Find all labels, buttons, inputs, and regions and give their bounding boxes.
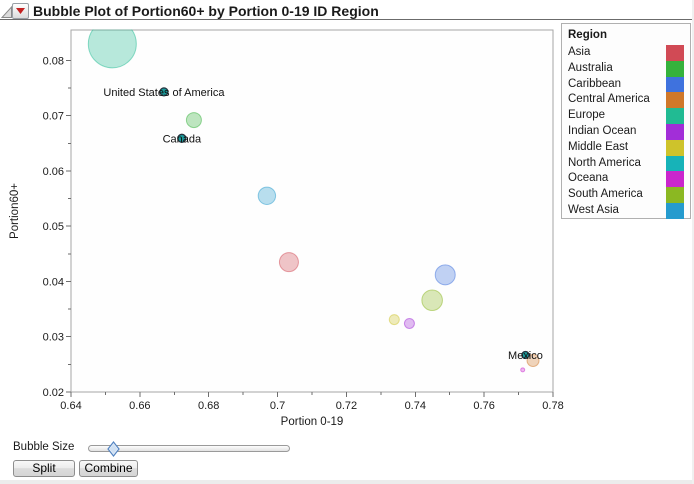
bubble-label: United States of America	[103, 87, 225, 99]
bubble-north-america[interactable]	[521, 350, 530, 360]
legend-color-swatch	[666, 60, 684, 77]
window-bottom-edge	[0, 480, 694, 484]
legend-item-label: West Asia	[568, 203, 619, 216]
x-tick-label: 0.72	[336, 400, 357, 412]
bubble-size-slider-thumb[interactable]	[107, 441, 120, 457]
legend-item-middle-east[interactable]: Middle East	[562, 139, 690, 156]
red-triangle-icon	[16, 8, 25, 14]
legend-item-north-america[interactable]: North America	[562, 155, 690, 172]
bubble-caribbean[interactable]	[434, 264, 456, 286]
bubble-size-slider-track[interactable]	[88, 445, 290, 452]
y-tick-label: 0.03	[43, 332, 64, 344]
legend-item-indian-ocean[interactable]: Indian Ocean	[562, 123, 690, 140]
red-triangle-menu-button[interactable]	[12, 3, 29, 19]
bubble-label: Mexico	[508, 350, 543, 362]
bubble-middle-east[interactable]	[388, 314, 400, 326]
legend-item-caribbean[interactable]: Caribbean	[562, 76, 690, 93]
report-title: Bubble Plot of Portion60+ by Portion 0-1…	[33, 3, 379, 19]
legend-panel: Region Asia Australia Caribbean Central Ame…	[561, 23, 691, 219]
y-tick-label: 0.06	[43, 166, 64, 178]
bubble-west-asia[interactable]	[257, 186, 277, 206]
y-tick-label: 0.04	[43, 276, 64, 288]
legend-item-central-america[interactable]: Central America	[562, 92, 690, 109]
legend-color-swatch	[666, 76, 684, 93]
legend-color-swatch	[666, 92, 684, 109]
legend-item-label: Oceana	[568, 172, 609, 185]
legend-item-label: Central America	[568, 93, 650, 106]
x-tick-label: 0.74	[405, 400, 426, 412]
plot-frame	[70, 29, 554, 393]
legend-color-swatch	[666, 108, 684, 124]
bubble-indian-ocean[interactable]	[403, 317, 415, 329]
legend-color-swatch	[666, 139, 684, 156]
legend-color-swatch	[666, 45, 684, 61]
y-tick-label: 0.02	[43, 387, 64, 399]
legend-item-australia[interactable]: Australia	[562, 60, 690, 77]
legend-item-oceana[interactable]: Oceana	[562, 171, 690, 188]
legend-item-label: South America	[568, 188, 643, 201]
x-tick-label: 0.7	[270, 400, 285, 412]
legend-color-swatch	[666, 202, 684, 219]
legend-item-west-asia[interactable]: West Asia	[562, 202, 690, 219]
legend-item-label: North America	[568, 156, 641, 169]
legend-item-label: Asia	[568, 46, 591, 58]
y-tick-label: 0.05	[43, 221, 64, 233]
bubble-asia[interactable]	[278, 252, 299, 273]
legend-title: Region	[568, 29, 607, 41]
legend-item-label: Indian Ocean	[568, 124, 637, 137]
legend-item-label: Europe	[568, 109, 606, 122]
legend-item-label: Caribbean	[568, 77, 622, 90]
legend-color-swatch	[666, 155, 684, 172]
legend-item-europe[interactable]: Europe	[562, 108, 690, 124]
legend-color-swatch	[666, 171, 684, 188]
window-right-edge	[692, 0, 694, 484]
legend-item-asia[interactable]: Asia	[562, 45, 690, 61]
bubble-central-america[interactable]	[526, 353, 540, 367]
collapse-triangle-icon[interactable]	[1, 5, 13, 19]
y-tick-label: 0.07	[43, 111, 64, 123]
bubble-size-label: Bubble Size	[13, 441, 75, 453]
split-button[interactable]: Split	[13, 460, 75, 477]
bubble-north-america[interactable]	[159, 87, 169, 97]
x-tick-label: 0.78	[542, 400, 563, 412]
bubble-australia[interactable]	[185, 112, 202, 129]
bubble-north-america[interactable]	[177, 133, 187, 143]
x-tick-label: 0.64	[60, 400, 81, 412]
legend-color-swatch	[666, 187, 684, 203]
combine-button[interactable]: Combine	[79, 460, 138, 477]
legend-color-swatch	[666, 123, 684, 140]
y-tick-label: 0.08	[43, 55, 64, 67]
x-tick-label: 0.66	[129, 400, 150, 412]
report-title-bar: Bubble Plot of Portion60+ by Portion 0-1…	[0, 2, 694, 20]
legend-item-label: Middle East	[568, 140, 629, 153]
legend-item-label: Australia	[568, 61, 613, 74]
x-tick-label: 0.76	[473, 400, 494, 412]
x-tick-label: 0.68	[198, 400, 219, 412]
y-axis-title: Portion60+	[9, 183, 21, 239]
bubble-label: Canada	[163, 133, 202, 145]
legend-item-south-america[interactable]: South America	[562, 187, 690, 203]
x-axis-title: Portion 0-19	[281, 416, 344, 428]
bubble-south-america[interactable]	[421, 289, 443, 312]
bubble-oceana[interactable]	[520, 367, 526, 373]
bubble-europe[interactable]	[87, 20, 137, 69]
